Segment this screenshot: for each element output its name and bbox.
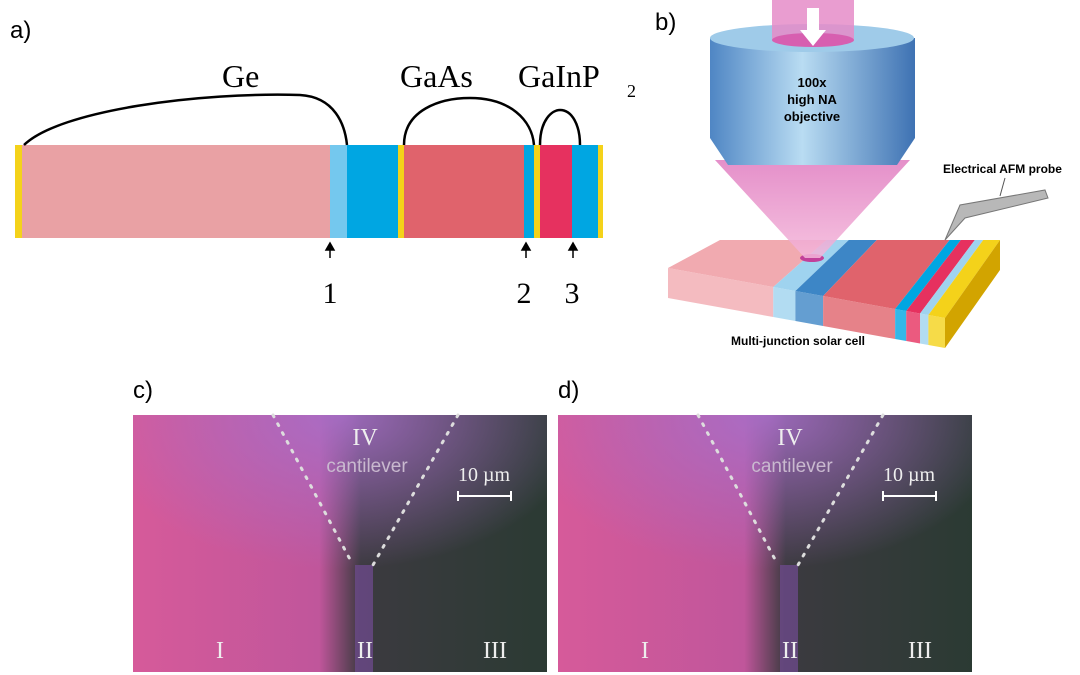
micrograph-glow [558, 415, 972, 672]
solar-cell-sample [668, 240, 1000, 348]
figure: a) Ge GaAs GaInP 2 1 2 3 b) 100x [0, 0, 1080, 675]
slab-front [795, 291, 823, 326]
probe-label: Electrical AFM probe [943, 162, 1062, 176]
slab-front [928, 315, 945, 348]
panel-label: b) [655, 9, 676, 36]
subscript: 2 [627, 81, 636, 101]
photo-label: II [782, 638, 798, 664]
photo-label: IV [777, 425, 803, 451]
photo-label: I [641, 638, 649, 664]
photo-label: cantilever [751, 456, 833, 477]
layer-label: GaInP [518, 58, 600, 94]
layer-arcs [24, 95, 580, 145]
photo-label: 10 µm [458, 464, 511, 486]
photo-label: 10 µm [883, 464, 936, 486]
sample-label: Multi-junction solar cell [731, 334, 865, 348]
layer-label: Ge [222, 58, 259, 94]
micrograph-glow [133, 415, 547, 672]
objective-text: objective [784, 109, 840, 124]
slab-front [920, 314, 928, 346]
probe-pointer [1000, 178, 1005, 196]
photo-label: III [908, 638, 932, 664]
layer-label: GaAs [400, 58, 473, 94]
marker-label: 1 [323, 277, 338, 310]
panel-label: c) [133, 377, 153, 404]
photo-label: I [216, 638, 224, 664]
marker-arrows [326, 243, 577, 258]
photo-label: IV [352, 425, 378, 451]
marker-label: 3 [565, 277, 580, 310]
objective-text: high NA [787, 92, 837, 107]
panel-label: d) [558, 377, 579, 404]
slab-front [895, 309, 906, 341]
panel-label: a) [10, 17, 31, 44]
slab-front [906, 311, 920, 344]
junction-bar [15, 145, 603, 238]
objective-text: 100x [798, 75, 828, 90]
slab-front [773, 287, 795, 321]
marker-label: 2 [517, 277, 532, 310]
photo-label: cantilever [326, 456, 408, 477]
afm-probe [945, 190, 1048, 240]
photo-label: II [357, 638, 373, 664]
photo-label: III [483, 638, 507, 664]
